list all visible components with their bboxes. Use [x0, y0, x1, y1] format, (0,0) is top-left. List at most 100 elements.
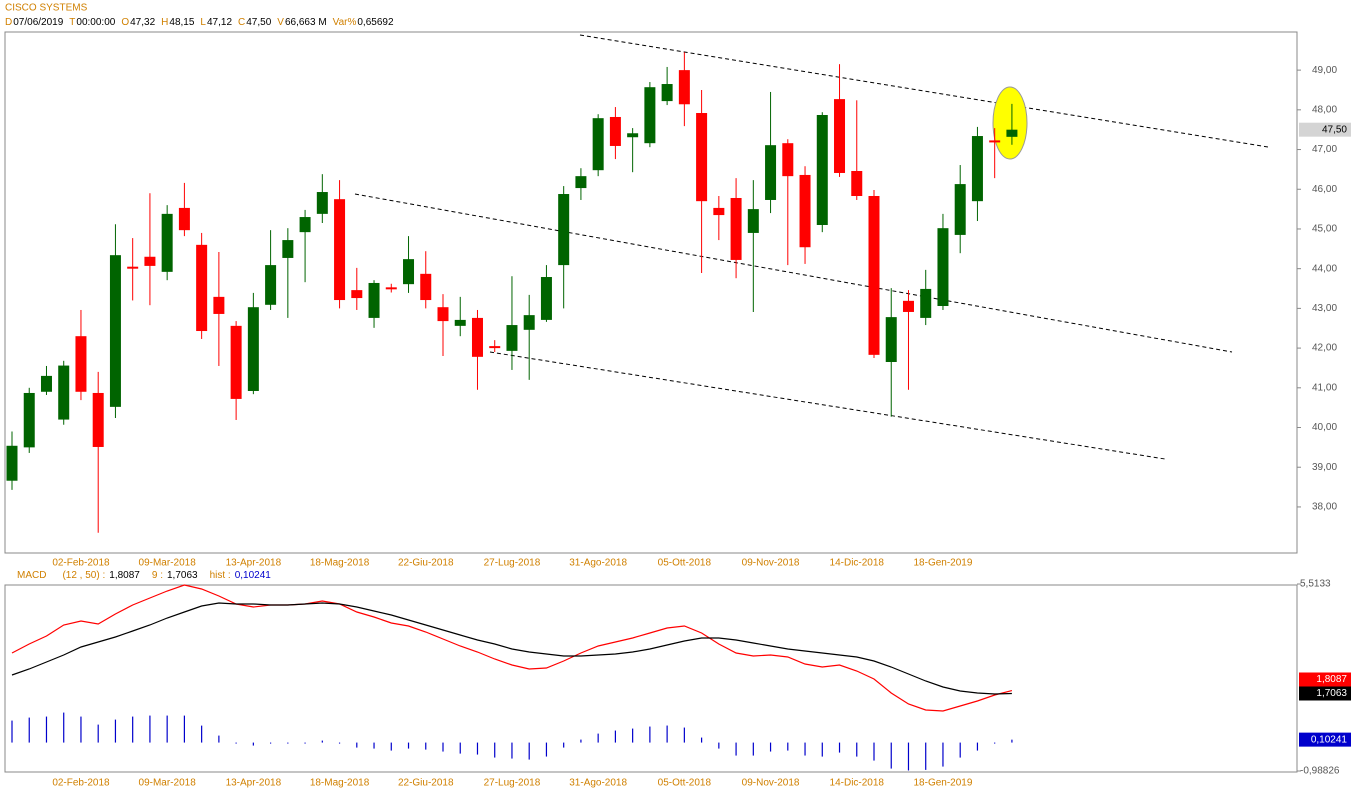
x-tick-label: 27-Lug-2018 — [484, 558, 541, 569]
candle-body — [6, 445, 18, 481]
y-tick-label: 48,00 — [1312, 104, 1337, 115]
value-box-label: 1,8087 — [1316, 674, 1347, 685]
candle-body — [127, 266, 139, 269]
x-tick-label: 18-Gen-2019 — [913, 778, 972, 789]
x-tick-label: 13-Apr-2018 — [226, 778, 282, 789]
candle-body — [937, 228, 949, 307]
candle-body — [403, 259, 415, 285]
y-tick-label: 41,00 — [1312, 382, 1337, 393]
header-key: T — [69, 17, 75, 28]
candle-body — [609, 116, 621, 146]
x-tick-label: 14-Dic-2018 — [830, 778, 885, 789]
candle-body — [178, 207, 190, 231]
candle-body — [437, 307, 449, 322]
candle-body — [161, 213, 173, 272]
x-tick-label: 14-Dic-2018 — [830, 558, 885, 569]
candle-body — [920, 288, 932, 318]
x-tick-label: 05-Ott-2018 — [658, 558, 712, 569]
value-box — [1299, 732, 1351, 747]
y-tick-label: 46,00 — [1312, 184, 1337, 195]
candle-body — [954, 184, 966, 235]
y-tick-label: 39,00 — [1312, 462, 1337, 473]
candle-body — [75, 336, 87, 392]
candle-body — [885, 317, 897, 362]
x-tick-label: 09-Mar-2018 — [139, 558, 197, 569]
candle-body — [282, 240, 294, 258]
header-value: 47,50 — [246, 17, 271, 28]
candle-body — [523, 315, 535, 330]
header-value: 48,15 — [169, 17, 194, 28]
candle-body — [385, 287, 397, 290]
x-tick-label: 09-Nov-2018 — [742, 778, 800, 789]
x-tick-label: 13-Apr-2018 — [226, 558, 282, 569]
x-tick-label: 02-Feb-2018 — [52, 778, 110, 789]
candle-body — [265, 265, 277, 305]
value-box — [1299, 686, 1351, 701]
x-tick-label: 05-Ott-2018 — [658, 778, 712, 789]
x-tick-label: 18-Gen-2019 — [913, 558, 972, 569]
value-box-label: 0,10241 — [1311, 734, 1348, 745]
trend-line — [354, 193, 1233, 353]
candle-body — [765, 145, 777, 200]
candle-body — [540, 277, 552, 320]
candle-body — [471, 317, 483, 357]
candle-body — [902, 300, 914, 312]
candle-body — [58, 365, 70, 420]
candle-body — [678, 70, 690, 105]
y-tick-label: 44,00 — [1312, 263, 1337, 274]
macd-legend: MACD (12 , 50) : 1,8087 9 : 1,7063 hist : 0,10… — [17, 570, 271, 581]
y-tick-label: 45,00 — [1312, 224, 1337, 235]
x-tick-label: 18-Mag-2018 — [310, 558, 370, 569]
x-tick-label: 27-Lug-2018 — [484, 778, 541, 789]
x-tick-label: 22-Giu-2018 — [398, 558, 454, 569]
legend-value: 1,8087 — [109, 570, 140, 581]
candle-body — [851, 170, 863, 197]
header-key: Var% — [333, 17, 357, 28]
header-key: D — [5, 17, 12, 28]
x-tick-label: 31-Ago-2018 — [569, 778, 627, 789]
value-box — [1299, 672, 1351, 687]
candle-body — [144, 256, 156, 266]
y-tick-label: 38,00 — [1312, 502, 1337, 513]
x-tick-label: 09-Mar-2018 — [139, 778, 197, 789]
legend-name: (12 , 50) : — [62, 570, 105, 581]
candle-body — [834, 99, 846, 173]
trend-line — [489, 351, 1166, 460]
header-key: L — [200, 17, 206, 28]
candle-body — [713, 207, 725, 216]
header-value: 47,32 — [130, 17, 155, 28]
header-value: 47,12 — [207, 17, 232, 28]
macd-panel — [4, 584, 1298, 773]
header-line: D07/06/2019 T00:00:00 O47,32 H48,15 L47,12 C4… — [5, 17, 394, 28]
candle-body — [196, 244, 208, 332]
legend-value: 1,7063 — [167, 570, 198, 581]
candle-body — [627, 133, 639, 138]
y-tick-label: 40,00 — [1312, 422, 1337, 433]
x-tick-label: 22-Giu-2018 — [398, 778, 454, 789]
macd-line — [11, 602, 1012, 695]
candle-body — [489, 346, 501, 349]
header-key: C — [238, 17, 245, 28]
y-tick-label: 49,00 — [1312, 65, 1337, 76]
candle-body — [868, 196, 880, 355]
header-key: H — [161, 17, 168, 28]
candle-body — [592, 118, 604, 171]
chart-title: CISCO SYSTEMS — [5, 3, 88, 14]
candle-body — [316, 192, 328, 214]
legend-title: MACD — [17, 570, 46, 581]
macd-line — [11, 584, 1013, 712]
header-value: 0,65692 — [357, 17, 394, 28]
candle-body — [799, 174, 811, 248]
candle-body — [644, 87, 656, 144]
x-tick-label: 31-Ago-2018 — [569, 558, 627, 569]
y-tick-label: 5,5133 — [1300, 579, 1331, 590]
header-value: 66,663 M — [285, 17, 327, 28]
header-key: V — [277, 17, 284, 28]
y-tick-label: -0,98826 — [1300, 766, 1340, 777]
legend-value: 0,10241 — [235, 570, 272, 581]
last-price-label: 47,50 — [1322, 124, 1347, 135]
header-value: 07/06/2019 — [13, 17, 63, 28]
